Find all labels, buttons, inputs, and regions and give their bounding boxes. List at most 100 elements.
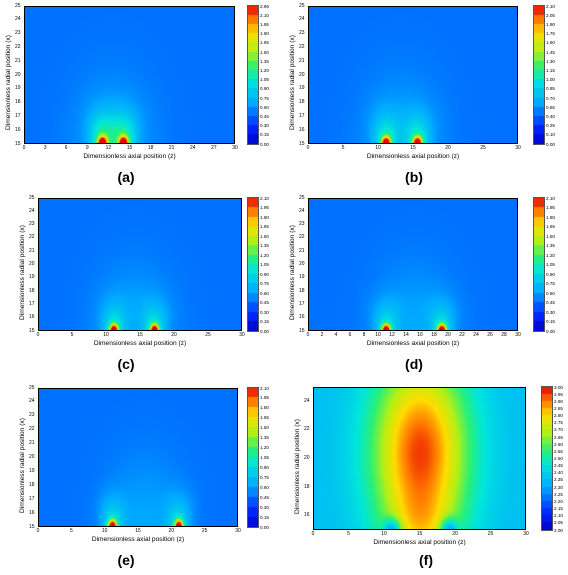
x-tick-label: 0 — [306, 145, 310, 151]
panel-label: (d) — [405, 356, 423, 372]
colorbar-tick-label: 1.05 — [260, 77, 269, 83]
x-tick-label: 6 — [64, 145, 68, 151]
colorbar-tick-label: 1.80 — [260, 405, 269, 411]
panel-label: (c) — [117, 356, 135, 372]
x-tick-label: 30 — [515, 332, 521, 338]
colorbar-tick-label: 2.80 — [554, 413, 563, 419]
colorbar-tick-label: 1.80 — [260, 31, 269, 37]
panel-label: (f) — [419, 552, 433, 568]
colorbar-tick-label: 2.05 — [546, 12, 555, 18]
y-tick-label: 21 — [29, 440, 35, 447]
colorbar-tick-label: 0.00 — [260, 141, 269, 147]
colorbar-tick-label: 0.00 — [260, 328, 269, 334]
y-tick-label: 25 — [29, 384, 35, 391]
x-tick-label: 0 — [311, 531, 315, 537]
x-tick-label: 27 — [211, 145, 217, 151]
panel-label: (a) — [117, 169, 135, 185]
y-tick-label: 23 — [29, 412, 35, 419]
x-tick-label: 24 — [473, 332, 479, 338]
colorbar-tick-label: 1.15 — [546, 67, 555, 73]
y-tick-label: 20 — [304, 455, 310, 461]
colorbar-tick-label: 2.50 — [554, 456, 563, 461]
colorbar-tick-label: 2.90 — [554, 398, 563, 404]
x-axis-label: Dimensionless axial position (z) — [83, 153, 176, 160]
x-tick-label: 18 — [431, 332, 437, 338]
y-tick-label: 16 — [29, 314, 35, 321]
x-tick-label: 15 — [137, 332, 143, 338]
colorbar-tick-label: 1.95 — [260, 395, 269, 401]
colorbar-tick-label: 0.45 — [260, 300, 269, 305]
y-tick-label: 22 — [304, 426, 310, 433]
y-tick-label: 22 — [299, 43, 305, 50]
y-tick-label: 18 — [15, 99, 21, 106]
colorbar-tick-label: 1.35 — [546, 243, 555, 248]
colorbar-tick-label: 0.30 — [546, 309, 555, 315]
x-tick-label: 20 — [168, 528, 175, 534]
colorbar-tick-label: 1.50 — [546, 233, 555, 239]
colorbar-tick-label: 1.30 — [546, 58, 555, 64]
x-tick-label: 30 — [235, 528, 241, 534]
y-tick-label: 16 — [299, 126, 305, 133]
y-tick-label: 17 — [29, 495, 35, 502]
y-tick-label: 25 — [299, 2, 305, 9]
x-tick-label: 25 — [201, 528, 208, 534]
colorbar-tick-label: 0.90 — [260, 271, 269, 277]
x-tick-label: 10 — [375, 332, 381, 338]
x-tick-label: 4 — [334, 332, 338, 338]
colorbar-tick-label: 2.60 — [554, 441, 563, 447]
colorbar-tick-label: 2.25 — [554, 491, 563, 497]
x-tick-label: 16 — [417, 332, 423, 338]
y-tick-label: 23 — [15, 30, 21, 37]
y-tick-label: 17 — [29, 300, 35, 307]
x-tick-label: 15 — [135, 528, 141, 534]
colorbar-tick-label: 2.70 — [554, 427, 563, 433]
y-tick-label: 16 — [299, 314, 305, 321]
colorbar-tick-label: 2.10 — [260, 195, 269, 201]
y-axis-label: Dimensionless radial position (x) — [5, 35, 12, 130]
y-tick-label: 16 — [15, 126, 21, 133]
x-tick-label: 30 — [239, 332, 245, 338]
x-tick-label: 0 — [36, 332, 40, 338]
colorbar-tick-label: 0.00 — [546, 141, 555, 147]
heatmap-field-2 — [309, 7, 517, 143]
heatmap-field-3 — [39, 199, 241, 330]
y-tick-label: 24 — [29, 207, 35, 214]
x-tick-label: 5 — [69, 528, 73, 534]
x-tick-label: 0 — [22, 145, 26, 151]
heatmap-plot-2 — [308, 6, 518, 144]
heatmap-field-6 — [314, 388, 525, 529]
x-tick-label: 0 — [36, 528, 40, 534]
heatmap-field-1 — [25, 7, 234, 143]
colorbar-tick-label: 2.40 — [554, 470, 563, 476]
y-axis-label: Dimensionless radial position (x) — [19, 417, 26, 513]
x-tick-label: 3 — [43, 145, 47, 151]
colorbar-tick-label: 0.00 — [546, 328, 555, 334]
colorbar-tick-label: 2.20 — [554, 498, 563, 504]
colorbar-3 — [247, 197, 259, 332]
y-tick-label: 21 — [299, 247, 305, 254]
colorbar-tick-label: 2.10 — [546, 195, 555, 201]
colorbar-tick-label: 1.00 — [546, 77, 555, 83]
colorbar-tick-label: 0.15 — [260, 319, 269, 324]
y-tick-label: 20 — [29, 454, 35, 460]
x-tick-label: 26 — [487, 332, 493, 338]
colorbar-tick-label: 2.00 — [554, 527, 563, 533]
x-tick-label: 2 — [320, 332, 324, 338]
x-tick-label: 18 — [147, 145, 154, 151]
x-tick-label: 9 — [85, 145, 89, 151]
colorbar-tick-label: 0.85 — [546, 86, 555, 92]
y-tick-label: 16 — [304, 512, 310, 519]
heatmap-plot-1 — [24, 6, 235, 144]
x-tick-label: 5 — [347, 531, 350, 537]
y-tick-label: 23 — [299, 30, 305, 37]
y-tick-label: 24 — [15, 16, 21, 23]
x-tick-label: 20 — [445, 332, 451, 338]
x-tick-label: 21 — [168, 145, 175, 151]
y-tick-label: 24 — [299, 207, 305, 214]
heatmap-field-5 — [39, 389, 237, 526]
colorbar-2 — [533, 5, 545, 145]
colorbar-tick-label: 0.75 — [260, 95, 269, 101]
x-tick-label: 22 — [459, 332, 465, 338]
colorbar-tick-label: 0.45 — [546, 300, 555, 305]
panel-label: (e) — [117, 552, 135, 568]
